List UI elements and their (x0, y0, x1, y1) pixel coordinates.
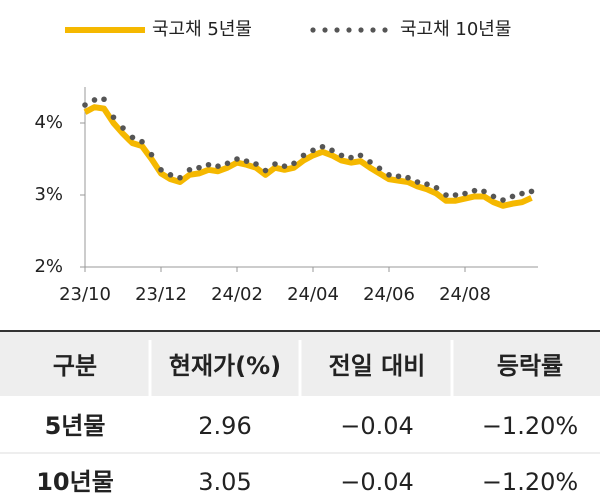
x-tick-label: 23/12 (135, 284, 187, 305)
point (348, 154, 354, 161)
point (376, 165, 383, 172)
y-tick-label: 4% (34, 112, 63, 133)
point (272, 161, 278, 167)
point (319, 143, 326, 150)
x-tick-label: 24/02 (211, 284, 263, 305)
point (177, 174, 183, 181)
point (139, 138, 145, 145)
point (148, 151, 155, 158)
point (329, 147, 335, 154)
point (357, 152, 364, 159)
point (424, 181, 430, 187)
legend-marker (370, 27, 376, 33)
point (281, 163, 288, 169)
point (291, 160, 297, 167)
legend-marker (322, 27, 328, 33)
point (490, 193, 497, 200)
point (481, 188, 487, 195)
table: 구분 현재가(%) 전일 대비 등락률 5년물 2.96 −0.04 −1.20% 10년물 3.… (0, 330, 600, 504)
point (101, 96, 107, 103)
point (462, 190, 468, 197)
legend-label: 국고채 10년물 (400, 19, 511, 40)
table-cell: 10년물 (36, 468, 114, 496)
point (205, 161, 212, 168)
point (367, 159, 373, 165)
table-cell: −0.04 (340, 468, 414, 496)
point (528, 188, 535, 195)
point (91, 97, 98, 103)
legend-marker (346, 27, 352, 33)
table-cell: −1.20% (482, 412, 578, 440)
y-tick-label: 3% (34, 184, 63, 205)
point (253, 161, 259, 167)
point (110, 114, 117, 121)
x-tick-label: 23/10 (59, 284, 111, 305)
point (338, 152, 345, 159)
point (519, 190, 525, 197)
table-cell: 2.96 (198, 412, 251, 440)
point (452, 192, 459, 198)
legend-marker (382, 27, 388, 33)
x-tick-label: 24/08 (439, 284, 491, 305)
table-header-cell: 현재가(%) (169, 352, 281, 380)
point (243, 158, 250, 164)
chart: 국고채 5년물 국고채 10년물 2% 3% 4% 23/10 23/12 24/02 24/0… (34, 19, 538, 305)
point (405, 174, 411, 181)
point (395, 173, 402, 180)
point (234, 156, 240, 162)
table-cell: 5년물 (45, 412, 106, 440)
y-tick-label: 2% (34, 256, 63, 277)
point (158, 167, 164, 173)
point (262, 167, 269, 174)
x-tick-label: 24/06 (363, 284, 415, 305)
table-cell: −1.20% (482, 468, 578, 496)
legend-label: 국고채 5년물 (152, 19, 252, 40)
point (386, 172, 392, 178)
table-cell: −0.04 (340, 412, 414, 440)
point (196, 164, 202, 171)
point (129, 134, 136, 141)
x-tick-label: 24/04 (287, 284, 339, 305)
legend-marker (310, 27, 316, 33)
point (471, 187, 478, 194)
legend-marker (334, 27, 340, 33)
point (433, 185, 440, 191)
point (186, 167, 193, 173)
point (215, 163, 221, 169)
point (443, 192, 449, 198)
point (300, 152, 307, 159)
point (414, 179, 421, 185)
legend-marker (358, 27, 364, 33)
point (310, 147, 316, 154)
table-header-cell: 등락률 (497, 352, 563, 380)
table-header-cell: 전일 대비 (329, 352, 426, 380)
table-header-cell: 구분 (53, 352, 97, 380)
table-cell: 3.05 (198, 468, 251, 496)
point (167, 172, 174, 178)
point (509, 193, 516, 200)
point (120, 125, 126, 131)
point (82, 102, 88, 108)
point (500, 197, 506, 203)
point (224, 160, 231, 167)
